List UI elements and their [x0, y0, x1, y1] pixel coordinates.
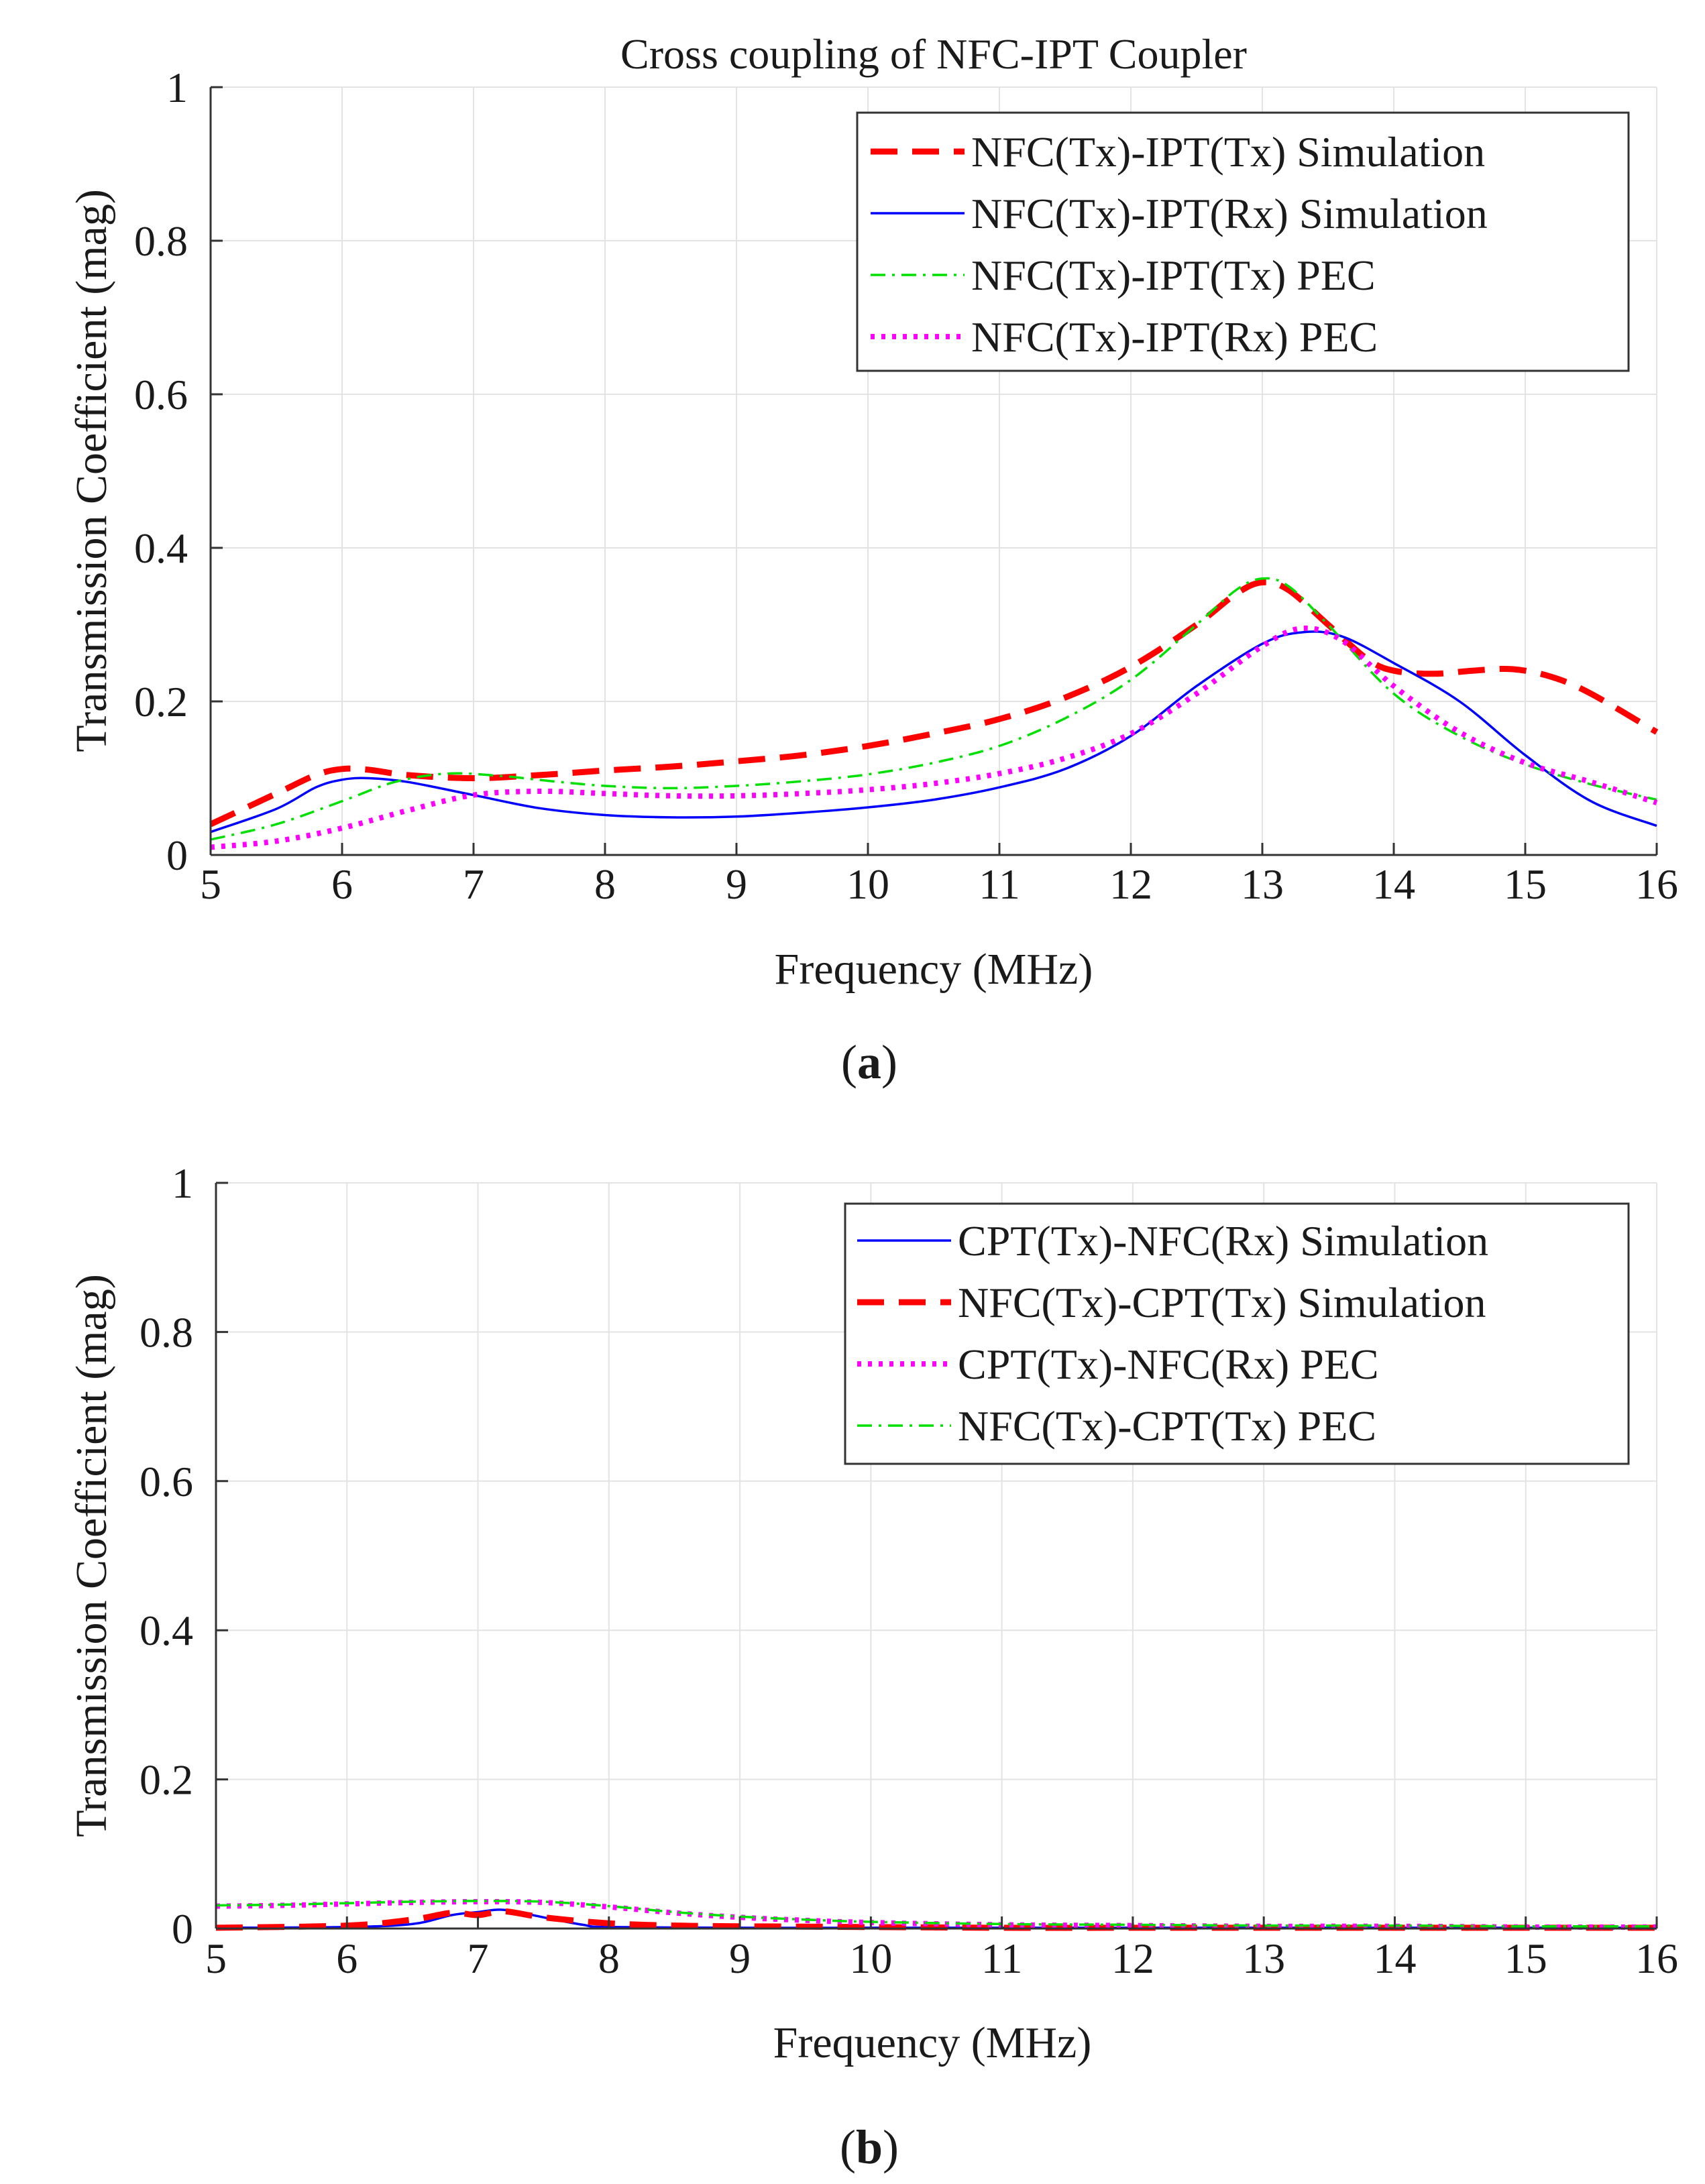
- panel-a-series-line-nfc-tx-ipt-tx-pec: [210, 577, 1657, 841]
- panel-b-y-tick-label-0: 0: [172, 1905, 193, 1953]
- panel-a-caption: (a): [841, 1035, 897, 1089]
- panel-a-x-tick-label-14: 14: [1372, 860, 1415, 908]
- panel-b-y-tick-label-0-4: 0.4: [140, 1607, 193, 1654]
- panel-a-x-tick-label-10: 10: [846, 860, 889, 908]
- panel-b-x-tick-label-14: 14: [1373, 1935, 1416, 1982]
- panel-b-legend-label-cpt-tx-nfc-rx-simulation: CPT(Tx)-NFC(Rx) Simulation: [958, 1217, 1488, 1265]
- panel-b-y-tick-label-1: 1: [172, 1159, 193, 1207]
- panel-a-caption-open: (: [841, 1035, 857, 1089]
- panel-b-x-tick-label-11: 11: [981, 1935, 1023, 1982]
- panel-b-x-tick-label-15: 15: [1504, 1935, 1547, 1982]
- panel-b-y-ticks: 0 0.2 0.4 0.6 0.8 1: [140, 1159, 228, 1953]
- panel-a-x-tick-label-7: 7: [463, 860, 484, 908]
- panel-b-y-tick-label-0-6: 0.6: [140, 1458, 193, 1505]
- panel-a-x-tick-label-8: 8: [594, 860, 616, 908]
- panel-a-y-tick-label-0-6: 0.6: [134, 371, 188, 418]
- panel-a-y-tick-label-0-4: 0.4: [134, 524, 188, 572]
- panel-b-series-line-nfc-tx-cpt-tx-pec: [215, 1900, 1657, 1928]
- panel-a-y-tick-label-0: 0: [166, 831, 188, 879]
- panel-a-series-line-nfc-tx-ipt-tx-simulation: [209, 579, 1659, 827]
- panel-b-caption-close: ): [883, 2120, 899, 2174]
- panel-b-x-tick-label-12: 12: [1111, 1935, 1154, 1982]
- panel-b-legend-box: [844, 1202, 1630, 1465]
- panel-a-legend-label-nfc-tx-ipt-rx-pec: NFC(Tx)-IPT(Rx) PEC: [971, 313, 1378, 361]
- panel-a-legend-label-nfc-tx-ipt-tx-simulation: NFC(Tx)-IPT(Tx) Simulation: [971, 128, 1485, 176]
- panel-b-x-tick-label-9: 9: [729, 1935, 751, 1982]
- panel-a-x-tick-label-6: 6: [331, 860, 353, 908]
- panel-a-series-line-nfc-tx-ipt-rx-pec: [210, 625, 1658, 850]
- panel-a-legend-label-nfc-tx-ipt-rx-simulation: NFC(Tx)-IPT(Rx) Simulation: [971, 190, 1488, 237]
- panel-a-caption-letter: a: [857, 1035, 881, 1089]
- panel-b-y-tick-label-0-8: 0.8: [140, 1308, 193, 1356]
- panel-b-x-axis-label: Frequency (MHz): [773, 2018, 1092, 2067]
- panel-a-caption-close: ): [881, 1035, 897, 1089]
- panel-a-y-axis-label: Transmission Coefficient (mag): [67, 189, 116, 752]
- panel-a-x-axis-label: Frequency (MHz): [775, 945, 1093, 994]
- panel-a-x-tick-label-12: 12: [1109, 860, 1152, 908]
- panel-a-x-ticks: 5 6 7 8 9 10 11 12 13 14 15 16: [200, 843, 1678, 908]
- panel-a-y-tick-label-0-2: 0.2: [134, 678, 188, 726]
- panel-a-x-tick-label-11: 11: [979, 860, 1020, 908]
- panel-a-chart: 5 6 7 8 9 10 11 12 13 14 15 16 0 0.2 0.4 0.6 0.8 1 Cross…: [67, 30, 1678, 1089]
- panel-b-chart: 5 6 7 8 9 10 11 12 13 14 15 16 0 0.2 0.4 0.6 0.8 1 Frequ…: [67, 1159, 1678, 2174]
- panel-b-x-tick-label-10: 10: [849, 1935, 892, 1982]
- panel-b-caption: (b): [840, 2120, 899, 2174]
- panel-a-x-tick-label-16: 16: [1635, 860, 1678, 908]
- panel-a-x-tick-label-13: 13: [1241, 860, 1284, 908]
- panel-b-caption-letter: b: [856, 2120, 883, 2174]
- panel-b-x-ticks: 5 6 7 8 9 10 11 12 13 14 15 16: [205, 1916, 1678, 1982]
- panel-b-x-tick-label-8: 8: [598, 1935, 620, 1982]
- panel-a-y-ticks: 0 0.2 0.4 0.6 0.8 1: [134, 64, 223, 879]
- panel-a-y-tick-label-0-8: 0.8: [134, 217, 188, 265]
- panel-a-legend-box: [856, 111, 1630, 372]
- panel-b-x-tick-label-5: 5: [205, 1935, 227, 1982]
- panel-b-x-tick-label-6: 6: [336, 1935, 358, 1982]
- panel-b-x-tick-label-7: 7: [468, 1935, 489, 1982]
- panel-a-legend-label-nfc-tx-ipt-tx-pec: NFC(Tx)-IPT(Tx) PEC: [971, 251, 1376, 299]
- panel-b-x-tick-label-13: 13: [1242, 1935, 1285, 1982]
- panel-a-y-tick-label-1: 1: [166, 64, 188, 111]
- panel-a-x-tick-label-5: 5: [200, 860, 221, 908]
- panel-a-series-line-nfc-tx-ipt-rx-simulation: [210, 630, 1657, 834]
- panel-b-legend-label-cpt-tx-nfc-rx-pec: CPT(Tx)-NFC(Rx) PEC: [958, 1340, 1379, 1388]
- panel-a-series-group: [209, 577, 1659, 850]
- panel-b-legend-label-nfc-tx-cpt-tx-simulation: NFC(Tx)-CPT(Tx) Simulation: [958, 1279, 1486, 1326]
- panel-a-x-tick-label-9: 9: [726, 860, 747, 908]
- panel-a-legend: NFC(Tx)-IPT(Tx) Simulation NFC(Tx)-IPT(R…: [856, 111, 1630, 372]
- panel-b-legend-label-nfc-tx-cpt-tx-pec: NFC(Tx)-CPT(Tx) PEC: [958, 1402, 1376, 1450]
- panel-b-legend: CPT(Tx)-NFC(Rx) Simulation NFC(Tx)-CPT(T…: [844, 1202, 1630, 1465]
- panel-a-title: Cross coupling of NFC-IPT Coupler: [620, 30, 1247, 78]
- panel-b-x-tick-label-16: 16: [1635, 1935, 1678, 1982]
- panel-b-caption-open: (: [840, 2120, 856, 2174]
- panel-b-y-axis-label: Transmission Coefficient (mag): [67, 1274, 116, 1837]
- panel-b-y-tick-label-0-2: 0.2: [140, 1756, 193, 1804]
- panel-b-series-line-nfc-tx-cpt-tx-simulation: [215, 1908, 1657, 1931]
- panel-a-x-tick-label-15: 15: [1504, 860, 1547, 908]
